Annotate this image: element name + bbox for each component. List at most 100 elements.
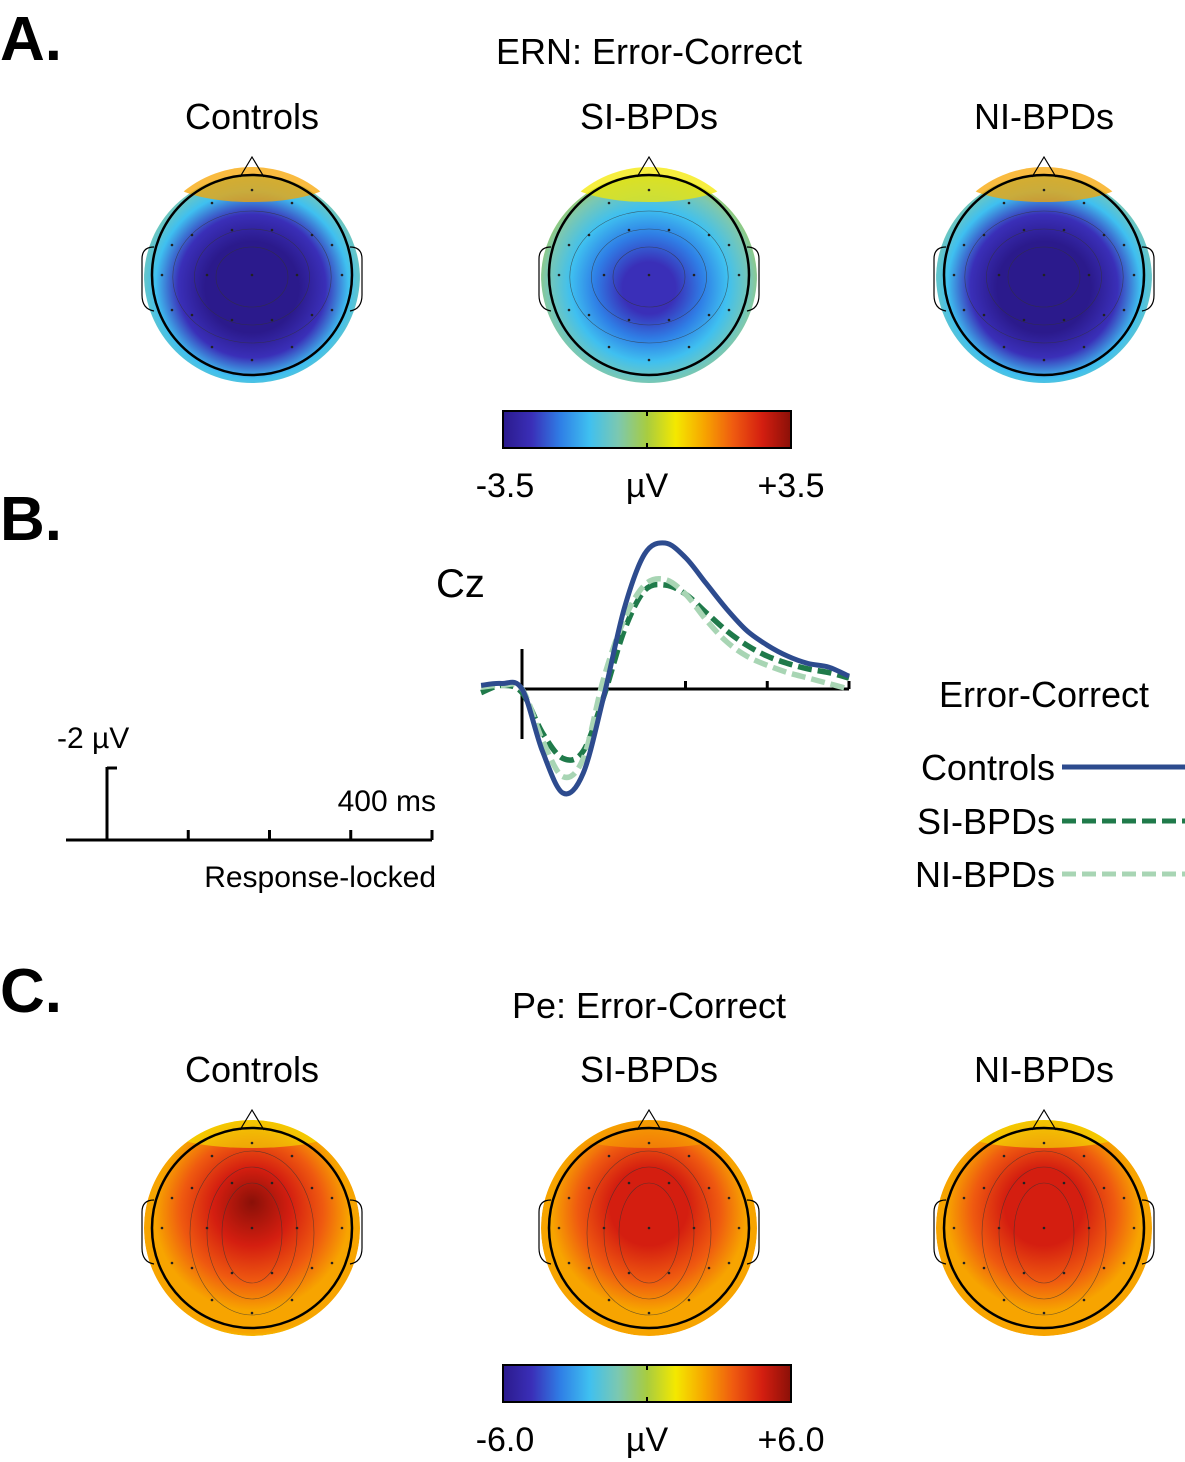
pe-topomap-controls-electrode <box>210 1298 214 1302</box>
waveform-series <box>480 540 851 797</box>
ern-topomap-si-bpds-contour <box>569 210 729 344</box>
ern-colorbar <box>502 410 792 449</box>
ern-topomap-si-bpds-electrode <box>557 273 561 277</box>
pe-topomap-si-bpds-electrode <box>587 1186 591 1190</box>
ern-topomap-si-bpds-electrode <box>687 345 691 349</box>
pe-topomap-ni-bpds-electrode <box>1022 1271 1026 1275</box>
waveform-line-ni-bpds <box>480 576 850 781</box>
ern-topomap-ni-bpds <box>936 167 1152 383</box>
ern-topomap-si-bpds-electrode <box>567 308 571 312</box>
ern-topomap-controls-contour <box>215 246 289 308</box>
legend-title: Error-Correct <box>939 674 1149 715</box>
pe-topomap-controls-electrode <box>230 1271 234 1275</box>
pe-topomap-ni-bpds-electrode <box>1102 1186 1106 1190</box>
ern-topomap-si-bpds-electrode <box>737 273 741 277</box>
pe-colorbar-unit-label: µV <box>626 1421 669 1459</box>
ern-topomap-controls-electrode <box>170 308 174 312</box>
ern-topomap-ni-bpds-contour <box>986 228 1102 326</box>
pe-group-label-controls: Controls <box>185 1049 319 1090</box>
pe-topomap-si-bpds-electrode <box>567 1196 571 1200</box>
pe-topomap-si-bpds-electrode <box>647 1226 651 1230</box>
ern-topomap-ni-bpds-electrode <box>1042 273 1046 277</box>
ern-topomap-si-bpds-electrode <box>647 188 651 192</box>
pe-topomap-ni-bpds-electrode <box>997 1226 1001 1230</box>
ern-topomap-ni-bpds-electrode <box>1082 201 1086 205</box>
legend: Controls SI-BPDs NI-BPDs <box>915 747 1185 895</box>
pe-topomap-si-bpds-electrode <box>647 1141 651 1145</box>
legend-label-si-bpds: SI-BPDs <box>917 801 1055 842</box>
pe-topomap-si-bpds-electrode <box>737 1226 741 1230</box>
pe-topomap-si-bpds <box>541 1120 757 1336</box>
pe-topomap-controls-electrode <box>330 1261 334 1265</box>
ern-topomap-ni-bpds-electrode <box>997 273 1001 277</box>
pe-topomap-si-bpds-electrode <box>687 1154 691 1158</box>
pe-topomap-controls-electrode <box>330 1196 334 1200</box>
pe-topomap-ni-bpds-electrode <box>1087 1226 1091 1230</box>
ern-topomap-controls-electrode <box>210 201 214 205</box>
pe-topomap-ni-bpds-electrode <box>982 1186 986 1190</box>
pe-topomap-si-bpds-contour <box>586 1150 712 1316</box>
pe-group-label-si-bpds: SI-BPDs <box>580 1049 718 1090</box>
ern-topomap-ni-bpds-electrode <box>1042 188 1046 192</box>
pe-topomap-controls-electrode <box>190 1266 194 1270</box>
pe-topomap-ni-bpds-electrode <box>1082 1154 1086 1158</box>
ern-topomap-si-bpds-electrode <box>627 318 631 322</box>
pe-topomap-ni-bpds <box>936 1120 1152 1336</box>
pe-topomap-si-bpds-electrode <box>587 1266 591 1270</box>
legend-label-ni-bpds: NI-BPDs <box>915 854 1055 895</box>
pe-topomap-si-bpds-electrode <box>607 1298 611 1302</box>
ern-topomap-controls-electrode <box>210 345 214 349</box>
pe-topomap-controls-left-ear <box>141 1199 155 1265</box>
pe-topomap-ni-bpds-electrode <box>1062 1271 1066 1275</box>
pe-topomap-ni-bpds-nose <box>1031 1108 1057 1131</box>
pe-topomap-controls-electrode <box>290 1154 294 1158</box>
pe-topomap-controls-electrode <box>250 1311 254 1315</box>
ern-topomap-controls-electrode <box>230 228 234 232</box>
ern-title: ERN: Error-Correct <box>496 31 802 72</box>
ern-topomap-si-bpds-electrode <box>567 243 571 247</box>
pe-topomap-controls-contour <box>206 1166 298 1300</box>
ern-topomap-controls-electrode <box>230 318 234 322</box>
pe-topomap-ni-bpds-left-ear <box>933 1199 947 1265</box>
ern-topomap-controls <box>144 167 360 383</box>
pe-topomap-si-bpds-electrode <box>607 1154 611 1158</box>
waveform-title-cz: Cz <box>436 562 485 606</box>
ern-topomap-ni-bpds-electrode <box>1132 273 1136 277</box>
pe-topomap-ni-bpds-electrode <box>1122 1196 1126 1200</box>
pe-topomap-controls-electrode <box>310 1266 314 1270</box>
pe-topomap-ni-bpds-electrode <box>1082 1298 1086 1302</box>
ern-topomap-ni-bpds-nose <box>1031 155 1057 178</box>
ern-topomap-ni-bpds-electrode <box>1002 201 1006 205</box>
ern-colorbar-min-label: -3.5 <box>476 467 535 505</box>
pe-topomap-si-bpds-head-outline <box>547 1126 751 1330</box>
scale-bar-amplitude-label: -2 µV <box>57 722 129 755</box>
pe-topomap-ni-bpds-electrode <box>982 1266 986 1270</box>
ern-topomap-controls-electrode <box>270 228 274 232</box>
ern-topomap-controls-contour <box>172 210 332 344</box>
pe-topomap-controls-electrode <box>230 1181 234 1185</box>
pe-topomap-ni-bpds-electrode <box>1042 1141 1046 1145</box>
pe-topomap-ni-bpds-contour <box>981 1150 1107 1316</box>
pe-topomap-si-bpds-electrode <box>667 1271 671 1275</box>
pe-topomap-controls-electrode <box>160 1226 164 1230</box>
ern-topomap-ni-bpds-electrode <box>982 233 986 237</box>
ern-topomap-ni-bpds-electrode <box>982 313 986 317</box>
ern-topomap-controls-nose <box>239 155 265 178</box>
pe-colorbar <box>502 1364 792 1403</box>
ern-topomap-ni-bpds-surface <box>936 174 1152 383</box>
ern-topomap-controls-electrode <box>290 345 294 349</box>
ern-topomap-controls-right-ear <box>349 246 363 312</box>
pe-title: Pe: Error-Correct <box>512 985 786 1026</box>
ern-topomap-si-bpds-electrode <box>587 233 591 237</box>
ern-topomap-controls-electrode <box>295 273 299 277</box>
ern-topomap-controls-electrode <box>250 188 254 192</box>
pe-topomap-controls-right-ear <box>349 1199 363 1265</box>
ern-topomap-controls-frontal-band <box>172 167 332 202</box>
waveform-line-controls <box>480 540 851 797</box>
pe-topomap-controls-electrode <box>210 1154 214 1158</box>
pe-topomap-controls-nose <box>239 1108 265 1131</box>
pe-topomap-si-bpds-contour <box>603 1166 695 1300</box>
ern-topomap-ni-bpds-electrode <box>1122 243 1126 247</box>
ern-topomap-row <box>141 155 1155 383</box>
